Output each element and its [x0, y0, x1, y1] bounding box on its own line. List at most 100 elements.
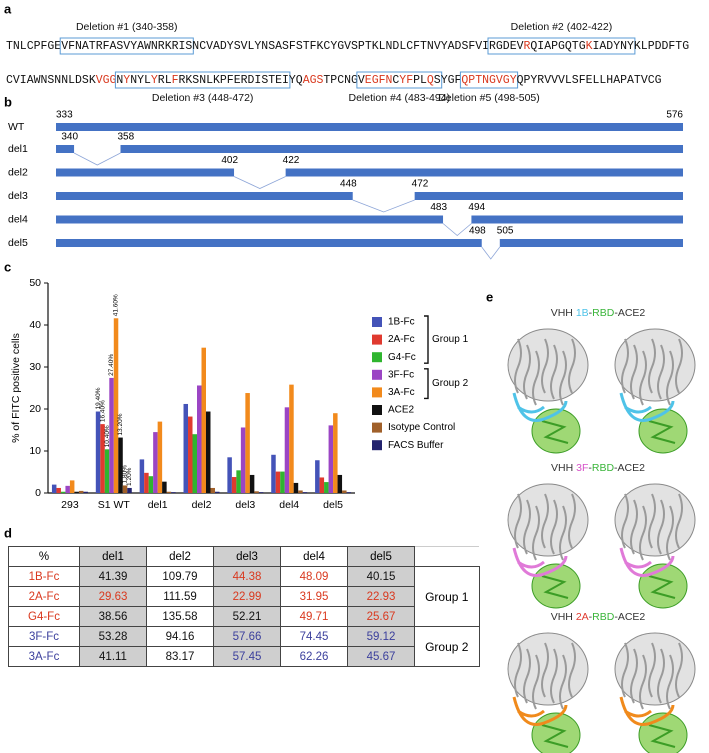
- legend-label: G4-Fc: [388, 352, 416, 363]
- residue-label: 358: [118, 132, 135, 143]
- helix: [657, 344, 665, 400]
- row-label: WT: [8, 121, 25, 133]
- group-label: Group 2: [432, 378, 469, 389]
- header-row: % del1 del2 del3 del4 del5: [8, 546, 479, 567]
- bar: [324, 482, 329, 493]
- construct-bar: [120, 145, 684, 153]
- ace2-structure: [614, 328, 696, 402]
- sequence-segment: KLPDDFTG: [634, 40, 689, 53]
- helix: [550, 648, 558, 704]
- sequence-segment: AGS: [303, 74, 324, 87]
- vhh-loop: [512, 547, 568, 577]
- bar: [144, 472, 149, 493]
- residue-label: 448: [340, 179, 357, 190]
- sequence-segment: EGFN: [365, 74, 393, 87]
- helix: [559, 505, 567, 561]
- bar: [258, 492, 264, 493]
- y-tick-label: 50: [29, 277, 41, 289]
- helix: [541, 493, 549, 549]
- value-cell: 111.59: [146, 586, 214, 607]
- bar: [254, 491, 259, 493]
- ace2-structure: [614, 483, 696, 557]
- row-name: 1B-Fc: [8, 566, 80, 587]
- bar: [346, 492, 352, 493]
- residue-label: 340: [61, 132, 78, 143]
- sequence-segment: RL: [158, 74, 172, 87]
- bar: [275, 471, 281, 493]
- structure-title: VHH 2A-RBD-ACE2: [551, 611, 646, 623]
- residue-label: 505: [497, 226, 514, 237]
- construct-bar: [56, 215, 444, 224]
- helix: [639, 505, 647, 561]
- value-label: 10.40%: [104, 425, 111, 447]
- value-cell: 57.45: [213, 646, 281, 667]
- helix: [630, 648, 638, 704]
- deletion-label: Deletion #4 (483-494): [349, 92, 451, 104]
- panel-label: a: [4, 1, 12, 16]
- residue-label: 483: [430, 202, 447, 213]
- structure-title: VHH 3F-RBD-ACE2: [551, 462, 645, 474]
- value-cell: 52.21: [213, 606, 281, 627]
- sequence-segment: PL: [413, 74, 427, 87]
- value-cell: 44.38: [213, 566, 281, 587]
- value-label: 1.20%: [126, 467, 133, 486]
- helix: [514, 642, 522, 698]
- legend-swatch: [372, 317, 382, 327]
- sequence-segment: N: [116, 74, 123, 87]
- deletion-box: [114, 71, 291, 89]
- x-tick-label: del5: [323, 499, 343, 511]
- value-cell: 59.12: [347, 626, 415, 647]
- value-label: 19.40%: [95, 387, 102, 409]
- bar: [78, 490, 84, 493]
- legend-swatch: [372, 352, 382, 363]
- bar: [122, 485, 128, 493]
- helix: [559, 350, 567, 406]
- helix: [541, 338, 549, 394]
- bar: [183, 403, 189, 493]
- residue-label: 402: [221, 155, 238, 166]
- y-tick-label: 10: [29, 445, 41, 457]
- construct-bar: [56, 123, 683, 131]
- deletion-box: [59, 37, 194, 55]
- vhh-loop: [512, 696, 568, 726]
- ace2-structure: [507, 328, 589, 402]
- sequence-segment: NCVADYSVLYNSASFSTFKCYGVSPTKLNDLCFTNVYADS…: [192, 40, 489, 53]
- helix: [523, 648, 531, 704]
- bar: [214, 491, 220, 493]
- deletion-box: [459, 71, 519, 89]
- value-cell: 48.09: [280, 566, 348, 587]
- bar: [342, 490, 347, 493]
- bar: [328, 425, 334, 493]
- legend-label: 3F-Fc: [388, 369, 414, 380]
- bar: [271, 454, 276, 493]
- bar: [148, 476, 154, 493]
- deletion-gap: [442, 223, 472, 237]
- bar: [293, 482, 299, 493]
- row-label: del5: [8, 237, 28, 249]
- deletion-box: [487, 37, 636, 55]
- bar: [205, 411, 211, 493]
- rbd-strand: [541, 724, 569, 748]
- bar: [201, 347, 206, 493]
- value-label: 13.20%: [117, 413, 124, 435]
- panel-label: c: [4, 259, 11, 274]
- helix: [675, 338, 683, 394]
- row-name: 3A-Fc: [8, 646, 80, 667]
- vhh-loop: [619, 392, 675, 422]
- helix: [523, 344, 531, 400]
- bar: [171, 492, 176, 493]
- legend-swatch: [372, 440, 382, 451]
- sequence-segment: QIAPGQTG: [530, 40, 585, 53]
- value-cell: 40.15: [347, 566, 415, 587]
- residue-label: 333: [56, 110, 73, 121]
- panel-label: d: [4, 525, 12, 540]
- legend-swatch: [372, 334, 382, 345]
- value-cell: 109.79: [146, 566, 214, 587]
- residue-label: 422: [283, 155, 300, 166]
- construct-bar: [56, 192, 353, 200]
- title-part: 1B: [576, 307, 589, 319]
- group-cell: Group 2: [414, 626, 480, 667]
- group-bracket: [424, 368, 429, 400]
- helix: [666, 350, 674, 406]
- deletion-gap: [233, 176, 286, 189]
